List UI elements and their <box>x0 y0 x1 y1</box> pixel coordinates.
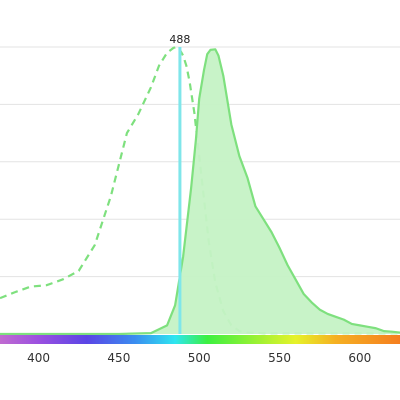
laser-line-group: 488 <box>169 33 190 334</box>
x-tick-label-400: 400 <box>27 351 50 365</box>
x-tick-label-450: 450 <box>107 351 130 365</box>
x-tick-label-550: 550 <box>268 351 291 365</box>
emission-area <box>0 49 400 335</box>
x-axis-ticks: 400 450 500 550 600 <box>27 351 371 365</box>
spectrum-bar-rect <box>0 335 400 344</box>
series-layer <box>0 45 400 336</box>
laser-line-label: 488 <box>169 33 190 46</box>
spectrum-color-bar <box>0 335 400 344</box>
emission-curve <box>0 48 400 336</box>
x-tick-label-500: 500 <box>188 351 211 365</box>
x-tick-label-600: 600 <box>348 351 371 365</box>
